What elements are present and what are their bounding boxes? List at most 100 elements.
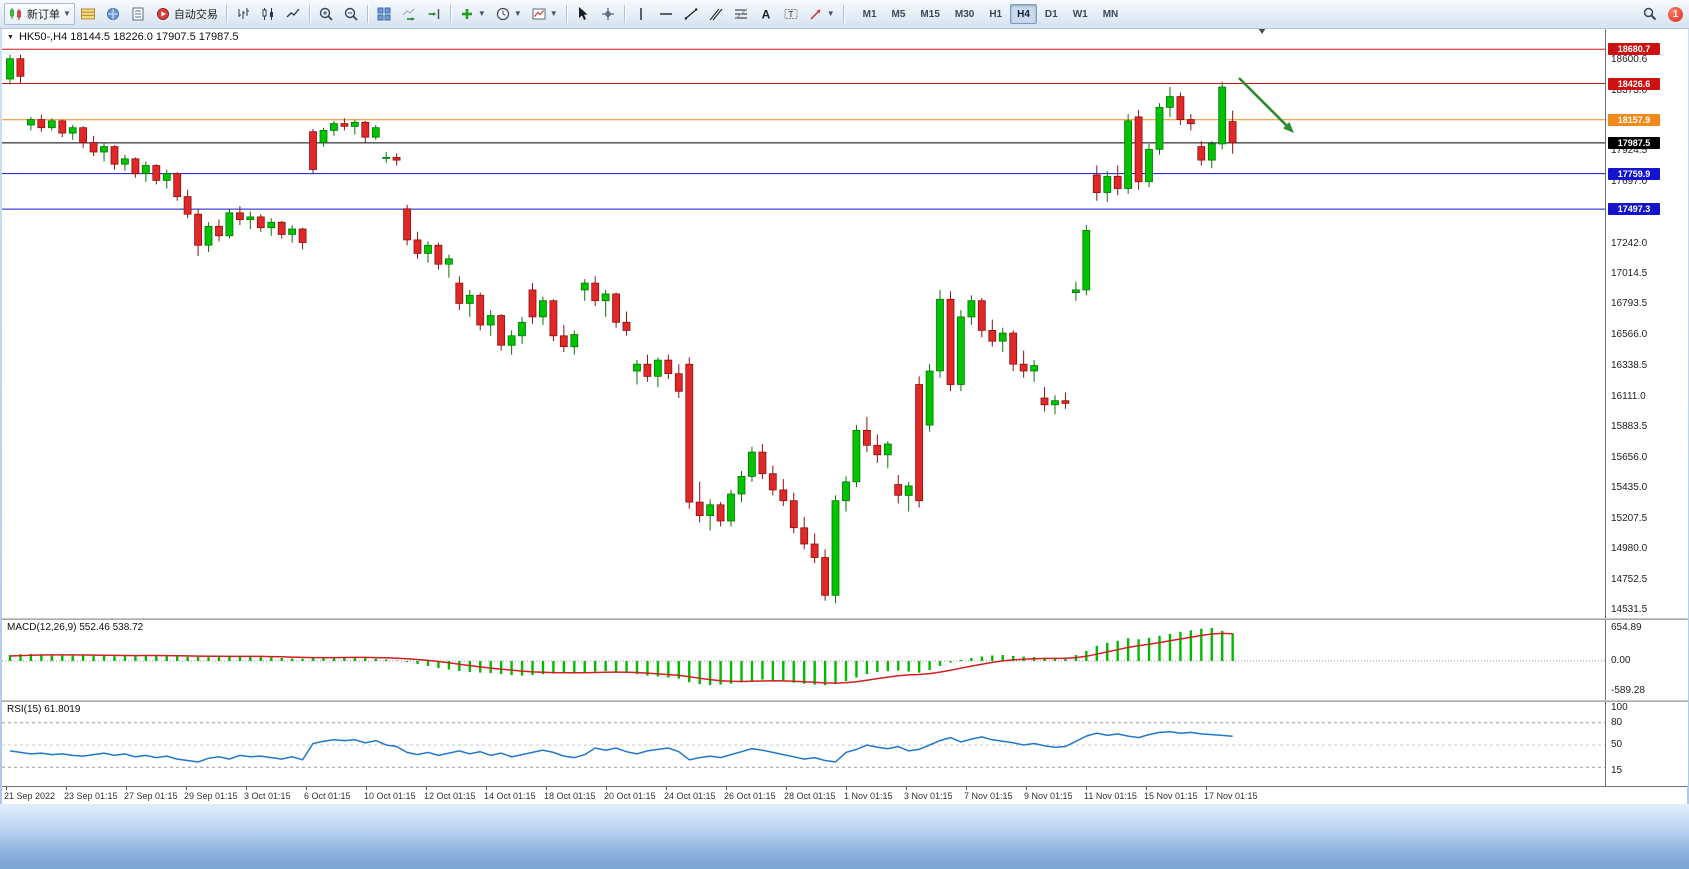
vertical-line-button[interactable] [629, 3, 653, 25]
candle [591, 276, 600, 307]
price-badge: 18680.7 [1608, 43, 1660, 55]
pane-splitter[interactable] [2, 700, 1687, 702]
shapes-arrow-icon [810, 9, 821, 20]
autotrading-button[interactable]: 自动交易 [151, 3, 222, 25]
new-order-label: 新订单 [27, 9, 60, 21]
fibonacci-icon [734, 8, 748, 20]
candlestick-chart-button[interactable] [256, 3, 280, 25]
rsi-tick-label: 80 [1611, 717, 1623, 728]
periods-button[interactable]: ▼ [491, 3, 526, 25]
search-button[interactable] [1638, 3, 1662, 25]
search-icon [1643, 7, 1657, 21]
time-label: 7 Nov 01:15 [964, 791, 1013, 801]
profiles-button[interactable] [101, 3, 125, 25]
timeframe-H1[interactable]: H1 [982, 4, 1009, 24]
price-tick-label: 17014.5 [1611, 268, 1648, 279]
text-button[interactable]: A [754, 3, 778, 25]
pane-splitter[interactable] [2, 618, 1687, 620]
rsi-pane[interactable]: 100 80 50 15 RSI(15) 61.8019 [2, 702, 1688, 786]
timeframe-M30[interactable]: M30 [948, 4, 981, 24]
data-window-icon [132, 7, 144, 21]
candle [1166, 87, 1174, 117]
candle [800, 516, 809, 550]
toolbar-separator [366, 5, 368, 23]
time-label: 18 Oct 01:15 [544, 791, 596, 801]
candle [873, 434, 882, 463]
cursor-button[interactable] [571, 3, 595, 25]
auto-scroll-button[interactable] [397, 3, 421, 25]
time-axis[interactable]: 21 Sep 2022 23 Sep 01:15 27 Sep 01:15 29 Se… [2, 786, 1687, 805]
chevron-down-icon: ▼ [477, 9, 486, 18]
trendline-button[interactable] [679, 3, 703, 25]
time-tick [306, 787, 307, 790]
timeframe-M1[interactable]: M1 [856, 4, 884, 24]
line-chart-button[interactable] [281, 3, 305, 25]
rsi-tick-label: 50 [1611, 739, 1623, 750]
time-tick [66, 787, 67, 790]
timeframe-MN[interactable]: MN [1096, 4, 1126, 24]
timeframe-M15[interactable]: M15 [913, 4, 946, 24]
price-axis[interactable]: 18680.7 18426.6 18157.9 17987.5 17759.9 17497… [1605, 28, 1688, 618]
price-chart-canvas[interactable] [2, 28, 1605, 618]
candle [779, 479, 788, 507]
macd-tick-label: 654.89 [1611, 622, 1642, 633]
candle [141, 161, 150, 182]
label-icon: T [784, 9, 798, 19]
macd-axis[interactable]: 654.89 0.00 -589.28 [1605, 620, 1688, 700]
zoom-in-button[interactable] [314, 3, 338, 25]
candle [16, 54, 25, 84]
horizontal-line-button[interactable] [654, 3, 678, 25]
timeframe-W1[interactable]: W1 [1066, 4, 1095, 24]
channel-button[interactable] [704, 3, 728, 25]
trend-arrow[interactable] [1238, 77, 1294, 133]
candle [110, 145, 119, 170]
rsi-axis[interactable]: 100 80 50 15 [1605, 702, 1688, 786]
macd-canvas[interactable] [2, 620, 1605, 700]
macd-pane[interactable]: 654.89 0.00 -589.28 MACD(12,26,9) 552.46 5… [2, 620, 1688, 700]
bar-chart-button[interactable] [231, 3, 255, 25]
macd-signal-line [9, 632, 1233, 684]
candle [821, 549, 829, 601]
bar-chart-icon [238, 8, 249, 19]
tile-windows-button[interactable] [372, 3, 396, 25]
candle [1082, 225, 1091, 296]
candle [1218, 81, 1227, 150]
crosshair-button[interactable] [596, 3, 620, 25]
zoom-out-button[interactable] [339, 3, 363, 25]
toolbar-separator [623, 5, 625, 23]
timeframe-H4[interactable]: H4 [1010, 4, 1037, 24]
time-label: 15 Nov 01:15 [1144, 791, 1198, 801]
add-indicator-icon [461, 9, 472, 19]
shapes-button[interactable]: ▼ [804, 3, 839, 25]
new-order-button[interactable]: 新订单 ▼ [4, 3, 75, 25]
price-badge: 18157.9 [1608, 114, 1660, 126]
chart-shift-marker[interactable] [1258, 28, 1266, 34]
time-label: 27 Sep 01:15 [124, 791, 178, 801]
label-button[interactable]: T [779, 3, 803, 25]
time-tick [1146, 787, 1147, 790]
time-label: 24 Oct 01:15 [664, 791, 716, 801]
fibonacci-button[interactable] [729, 3, 753, 25]
candlestick-chart-icon [262, 8, 273, 20]
templates-button[interactable]: ▼ [527, 3, 562, 25]
notification-badge[interactable]: 1 [1668, 6, 1683, 22]
price-tick-label: 15883.5 [1611, 421, 1648, 432]
candle [47, 118, 56, 131]
chart-shift-button[interactable] [422, 3, 446, 25]
price-chart-pane[interactable]: 18680.7 18426.6 18157.9 17987.5 17759.9 17497… [2, 28, 1688, 618]
data-window-button[interactable] [126, 3, 150, 25]
add-indicator-button[interactable]: ▼ [455, 3, 490, 25]
time-tick [966, 787, 967, 790]
candle [309, 129, 317, 174]
market-watch-button[interactable] [76, 3, 100, 25]
toolbar-separator [225, 5, 227, 23]
candle [957, 310, 965, 392]
candle [204, 222, 213, 252]
candle [789, 492, 798, 534]
rsi-canvas[interactable] [2, 702, 1605, 786]
candle [1134, 110, 1143, 190]
timeframe-M5[interactable]: M5 [885, 4, 913, 24]
candle [194, 208, 203, 257]
timeframe-D1[interactable]: D1 [1038, 4, 1065, 24]
candle [988, 319, 997, 347]
